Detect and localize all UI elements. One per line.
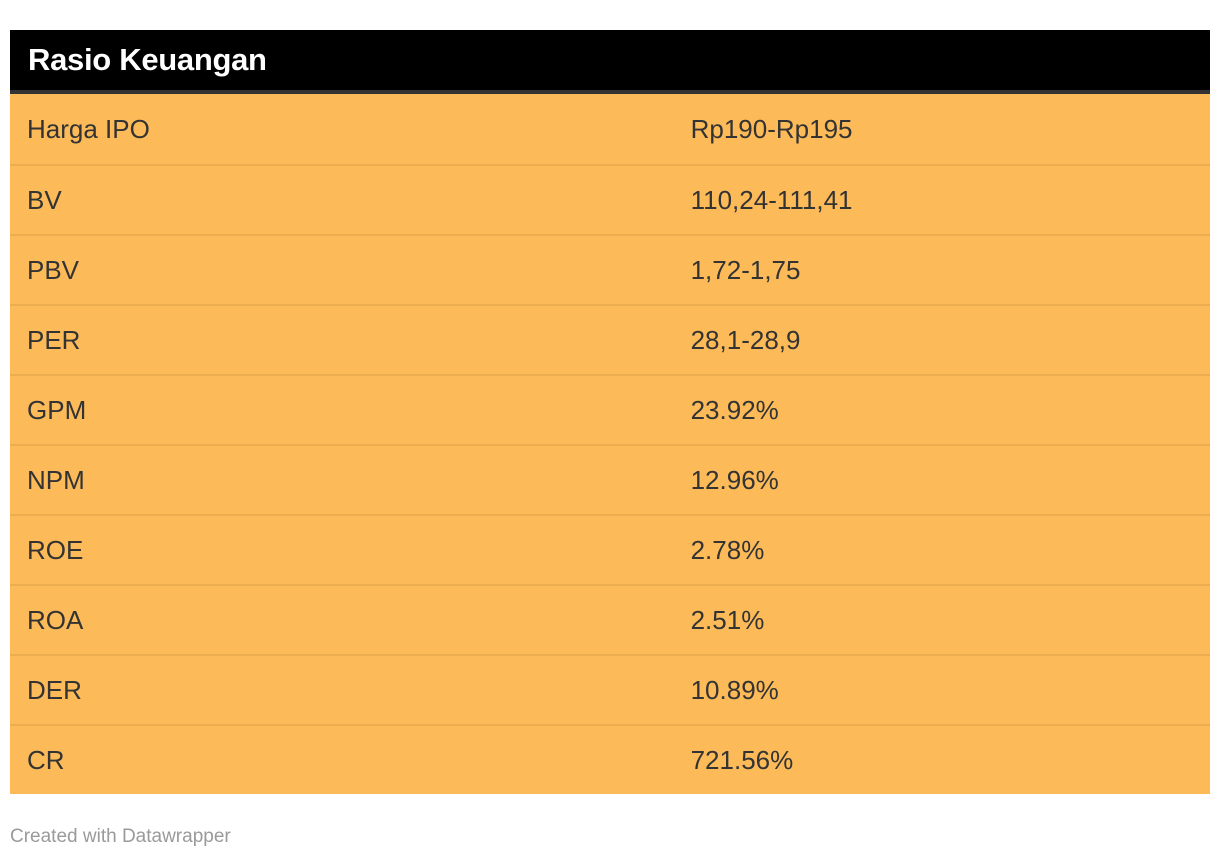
ratio-label-cell: ROE xyxy=(27,534,84,565)
table-body: Harga IPO Rp190-Rp195 BV 110,24-111,41 P… xyxy=(10,94,1210,794)
ratio-label-cell: CR xyxy=(27,744,65,775)
table-row: NPM 12.96% xyxy=(10,444,1210,514)
ratio-value-cell: 2.51% xyxy=(690,604,765,635)
ratio-value-cell: 10.89% xyxy=(690,674,779,705)
ratio-value-cell: 1,72-1,75 xyxy=(690,254,801,285)
table-row: ROA 2.51% xyxy=(10,584,1210,654)
ratio-label-cell: DER xyxy=(27,674,82,705)
ratio-value-cell: 28,1-28,9 xyxy=(690,324,801,355)
ratio-label-cell: BV xyxy=(27,184,62,215)
ratio-label-cell: Harga IPO xyxy=(27,113,150,144)
table-header: Rasio Keuangan xyxy=(10,30,1210,94)
financial-ratios-table: Rasio Keuangan Harga IPO Rp190-Rp195 BV … xyxy=(10,30,1210,794)
ratio-label-cell: NPM xyxy=(27,464,85,495)
table-row: BV 110,24-111,41 xyxy=(10,164,1210,234)
ratio-label-cell: PER xyxy=(27,324,81,355)
footer: Created with Datawrapper xyxy=(10,826,1220,848)
ratio-label-cell: GPM xyxy=(27,394,87,425)
table-row: CR 721.56% xyxy=(10,724,1210,794)
table-row: PBV 1,72-1,75 xyxy=(10,234,1210,304)
ratio-value-cell: 721.56% xyxy=(690,744,794,775)
table-row: DER 10.89% xyxy=(10,654,1210,724)
table-row: GPM 23.92% xyxy=(10,374,1210,444)
table-row: ROE 2.78% xyxy=(10,514,1210,584)
table-title: Rasio Keuangan xyxy=(28,42,267,77)
ratio-value-cell: 23.92% xyxy=(690,394,779,425)
ratio-value-cell: Rp190-Rp195 xyxy=(690,113,853,144)
ratio-value-cell: 110,24-111,41 xyxy=(690,184,853,215)
ratio-label-cell: PBV xyxy=(27,254,80,285)
ratio-label-cell: ROA xyxy=(27,604,84,635)
ratio-value-cell: 12.96% xyxy=(690,464,779,495)
ratio-value-cell: 2.78% xyxy=(690,534,765,565)
table-row: Harga IPO Rp190-Rp195 xyxy=(10,94,1210,164)
datawrapper-credit-link[interactable]: Created with Datawrapper xyxy=(10,826,231,847)
table-row: PER 28,1-28,9 xyxy=(10,304,1210,374)
